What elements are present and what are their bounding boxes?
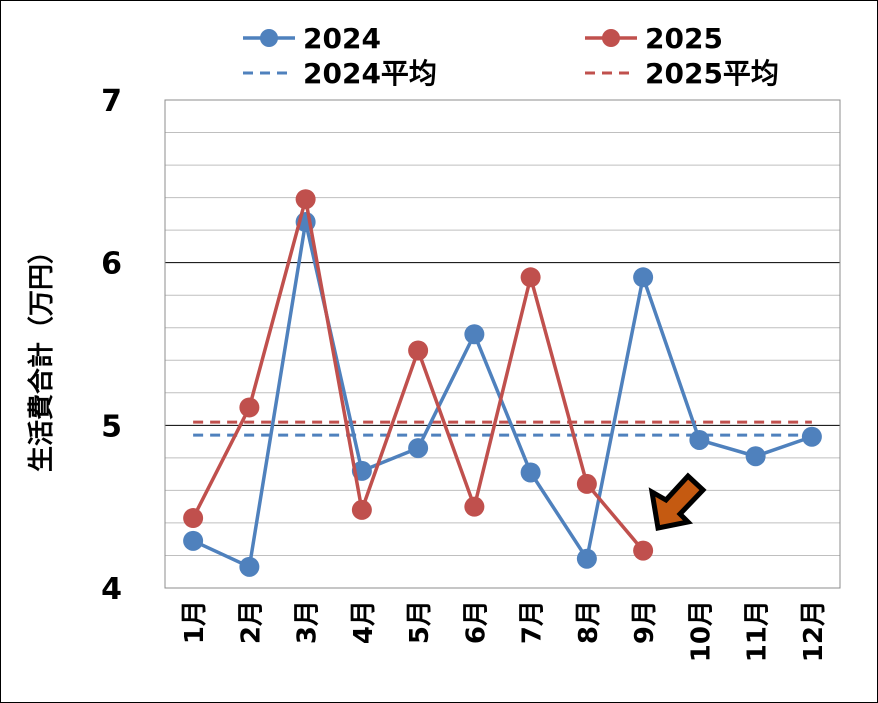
legend-marker — [602, 29, 620, 47]
legend-label: 2025 — [645, 22, 723, 55]
data-point — [801, 426, 822, 447]
data-point — [351, 499, 372, 520]
data-point — [239, 556, 260, 577]
x-tick-label: 2月 — [236, 600, 266, 644]
legend-marker — [260, 29, 278, 47]
x-tick-label: 8月 — [574, 600, 604, 644]
y-tick-label: 5 — [101, 409, 122, 444]
x-tick-label: 3月 — [293, 600, 323, 644]
x-tick-label: 7月 — [518, 600, 548, 644]
y-axis-label: 生活費合計（万円） — [26, 238, 57, 472]
data-point — [576, 548, 597, 569]
data-point — [633, 540, 654, 561]
plot-area-border — [164, 99, 841, 589]
x-tick-label: 10月 — [686, 600, 716, 662]
legend-label: 2025平均 — [645, 57, 779, 90]
data-point — [408, 340, 429, 361]
legend-label: 2024 — [303, 22, 381, 55]
data-point — [520, 267, 541, 288]
x-tick-label: 6月 — [461, 600, 491, 644]
data-point — [745, 446, 766, 467]
data-point — [239, 397, 260, 418]
x-tick-label: 11月 — [743, 600, 773, 662]
x-tick-label: 1月 — [180, 600, 210, 644]
x-tick-label: 12月 — [799, 600, 829, 662]
legend-label: 2024平均 — [303, 57, 437, 90]
data-point — [576, 473, 597, 494]
data-point — [295, 189, 316, 210]
arrow-annotation-icon — [648, 472, 707, 531]
y-tick-label: 6 — [101, 247, 122, 282]
y-tick-label: 4 — [101, 572, 122, 607]
x-tick-label: 4月 — [349, 600, 379, 644]
x-tick-label: 9月 — [630, 600, 660, 644]
y-tick-label: 7 — [101, 84, 122, 119]
data-point — [633, 267, 654, 288]
data-point — [408, 438, 429, 459]
data-point — [464, 324, 485, 345]
data-point — [183, 530, 204, 551]
data-point — [464, 496, 485, 517]
x-tick-label: 5月 — [405, 600, 435, 644]
data-point — [689, 429, 710, 450]
data-point — [520, 462, 541, 483]
data-point — [183, 508, 204, 529]
